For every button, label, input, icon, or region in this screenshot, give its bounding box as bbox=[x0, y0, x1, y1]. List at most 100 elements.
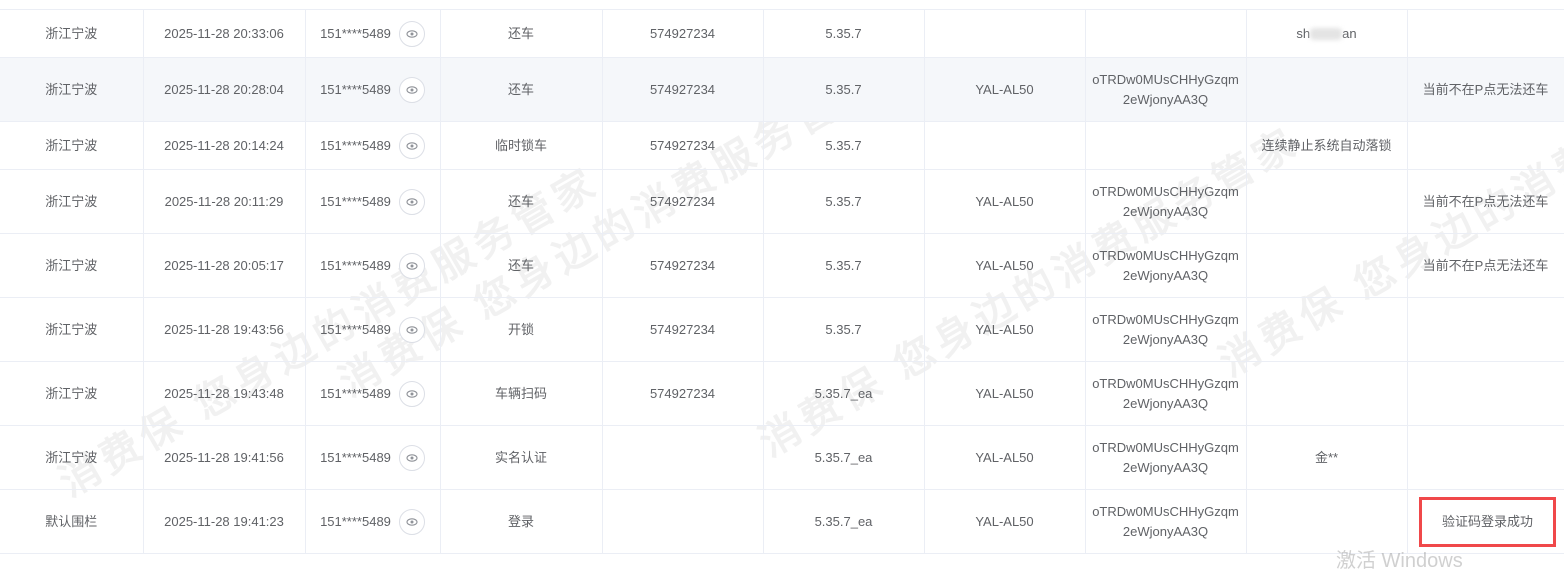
phone-cell: 151****5489 bbox=[305, 9, 441, 58]
openid-cell: oTRDw0MUsCHHyGzqm2eWjonyAA3Q bbox=[1085, 489, 1247, 554]
phone-cell: 151****5489 bbox=[305, 425, 441, 490]
note-cell: 当前不在P点无法还车 bbox=[1407, 57, 1564, 122]
note-cell bbox=[1407, 121, 1564, 170]
device-cell: YAL-AL50 bbox=[924, 425, 1086, 490]
note-text: 当前不在P点无法还车 bbox=[1422, 257, 1549, 273]
openid-cell: oTRDw0MUsCHHyGzqm2eWjonyAA3Q bbox=[1085, 233, 1247, 298]
region-cell: 浙江宁波 bbox=[0, 121, 144, 170]
note-cell bbox=[1407, 425, 1564, 490]
phone-text: 151****5489 bbox=[320, 385, 391, 401]
openid-cell: oTRDw0MUsCHHyGzqm2eWjonyAA3Q bbox=[1085, 297, 1247, 362]
version-cell: 5.35.7_ea bbox=[763, 425, 925, 490]
version-cell: 5.35.7 bbox=[763, 233, 925, 298]
region-cell: 默认围栏 bbox=[0, 489, 144, 554]
action-cell: 还车 bbox=[440, 233, 603, 298]
device-cell: YAL-AL50 bbox=[924, 361, 1086, 426]
region-cell: 浙江宁波 bbox=[0, 361, 144, 426]
phone-cell: 151****5489 bbox=[305, 361, 441, 426]
id-cell: 574927234 bbox=[602, 361, 764, 426]
action-cell: 车辆扫码 bbox=[440, 361, 603, 426]
action-cell: 登录 bbox=[440, 489, 603, 554]
version-cell: 5.35.7_ea bbox=[763, 489, 925, 554]
id-cell: 574927234 bbox=[602, 233, 764, 298]
openid-cell: oTRDw0MUsCHHyGzqm2eWjonyAA3Q bbox=[1085, 425, 1247, 490]
time-cell: 2025-11-28 20:28:04 bbox=[143, 57, 306, 122]
eye-icon[interactable] bbox=[398, 508, 425, 535]
openid-cell: oTRDw0MUsCHHyGzqm2eWjonyAA3Q bbox=[1085, 57, 1247, 122]
phone-text: 151****5489 bbox=[320, 137, 391, 153]
eye-icon[interactable] bbox=[398, 316, 425, 343]
note-text: 当前不在P点无法还车 bbox=[1422, 81, 1549, 97]
region-cell: 浙江宁波 bbox=[0, 233, 144, 298]
version-cell: 5.35.7 bbox=[763, 121, 925, 170]
time-cell: 2025-11-28 19:43:56 bbox=[143, 297, 306, 362]
openid-cell: oTRDw0MUsCHHyGzqm2eWjonyAA3Q bbox=[1085, 169, 1247, 234]
extra-info: 连续静止系统自动落锁 bbox=[1261, 137, 1392, 153]
phone-cell: 151****5489 bbox=[305, 297, 441, 362]
eye-icon[interactable] bbox=[398, 252, 425, 279]
extra-cell: sh an bbox=[1246, 9, 1408, 58]
extra-cell bbox=[1246, 57, 1408, 122]
id-cell: 574927234 bbox=[602, 169, 764, 234]
table-row: 浙江宁波 2025-11-28 20:14:24 151****5489 临时锁… bbox=[0, 121, 1564, 170]
device-cell: YAL-AL50 bbox=[924, 233, 1086, 298]
phone-cell: 151****5489 bbox=[305, 57, 441, 122]
table-row: 默认围栏 2025-11-28 19:41:23 151****5489 登录 … bbox=[0, 489, 1564, 554]
extra-cell bbox=[1246, 297, 1408, 362]
device-cell bbox=[924, 121, 1086, 170]
extra-cell bbox=[1246, 169, 1408, 234]
log-table: 浙江宁波 2025-11-28 20:33:06 151****5489 还车 … bbox=[0, 9, 1564, 554]
extra-cell bbox=[1246, 489, 1408, 554]
note-cell bbox=[1407, 9, 1564, 58]
eye-icon[interactable] bbox=[398, 188, 425, 215]
region-cell: 浙江宁波 bbox=[0, 57, 144, 122]
note-cell bbox=[1407, 297, 1564, 362]
extra-cell bbox=[1246, 233, 1408, 298]
note-cell: 当前不在P点无法还车 bbox=[1407, 233, 1564, 298]
id-cell: 574927234 bbox=[602, 121, 764, 170]
time-cell: 2025-11-28 20:11:29 bbox=[143, 169, 306, 234]
highlighted-note: 验证码登录成功 bbox=[1418, 496, 1556, 547]
eye-icon[interactable] bbox=[398, 380, 425, 407]
eye-icon[interactable] bbox=[398, 20, 425, 47]
phone-text: 151****5489 bbox=[320, 449, 391, 465]
id-cell bbox=[602, 425, 764, 490]
note-text: 当前不在P点无法还车 bbox=[1422, 193, 1549, 209]
table-row: 浙江宁波 2025-11-28 20:33:06 151****5489 还车 … bbox=[0, 9, 1564, 58]
phone-text: 151****5489 bbox=[320, 193, 391, 209]
phone-text: 151****5489 bbox=[320, 321, 391, 337]
windows-activation-overlay: 激活 Windows bbox=[1336, 550, 1463, 572]
extra-cell: 连续静止系统自动落锁 bbox=[1246, 121, 1408, 170]
id-cell: 574927234 bbox=[602, 297, 764, 362]
extra-info: 金** bbox=[1314, 449, 1339, 465]
device-cell bbox=[924, 9, 1086, 58]
openid-cell bbox=[1085, 121, 1247, 170]
time-cell: 2025-11-28 19:43:48 bbox=[143, 361, 306, 426]
table-row: 浙江宁波 2025-11-28 20:11:29 151****5489 还车 … bbox=[0, 169, 1564, 234]
eye-icon[interactable] bbox=[398, 132, 425, 159]
version-cell: 5.35.7_ea bbox=[763, 361, 925, 426]
action-cell: 临时锁车 bbox=[440, 121, 603, 170]
eye-icon[interactable] bbox=[398, 76, 425, 103]
time-cell: 2025-11-28 20:33:06 bbox=[143, 9, 306, 58]
extra-suffix: an bbox=[1342, 25, 1357, 41]
version-cell: 5.35.7 bbox=[763, 57, 925, 122]
action-cell: 开锁 bbox=[440, 297, 603, 362]
device-cell: YAL-AL50 bbox=[924, 297, 1086, 362]
openid-cell bbox=[1085, 9, 1247, 58]
note-cell: 当前不在P点无法还车 bbox=[1407, 169, 1564, 234]
time-cell: 2025-11-28 19:41:56 bbox=[143, 425, 306, 490]
time-cell: 2025-11-28 20:14:24 bbox=[143, 121, 306, 170]
eye-icon[interactable] bbox=[398, 444, 425, 471]
id-cell: 574927234 bbox=[602, 57, 764, 122]
phone-cell: 151****5489 bbox=[305, 489, 441, 554]
time-cell: 2025-11-28 19:41:23 bbox=[143, 489, 306, 554]
version-cell: 5.35.7 bbox=[763, 297, 925, 362]
region-cell: 浙江宁波 bbox=[0, 425, 144, 490]
extra-prefix: sh bbox=[1296, 25, 1311, 41]
region-cell: 浙江宁波 bbox=[0, 9, 144, 58]
table-row: 浙江宁波 2025-11-28 20:28:04 151****5489 还车 … bbox=[0, 57, 1564, 122]
extra-cell: 金** bbox=[1246, 425, 1408, 490]
phone-cell: 151****5489 bbox=[305, 169, 441, 234]
table-row: 浙江宁波 2025-11-28 20:05:17 151****5489 还车 … bbox=[0, 233, 1564, 298]
